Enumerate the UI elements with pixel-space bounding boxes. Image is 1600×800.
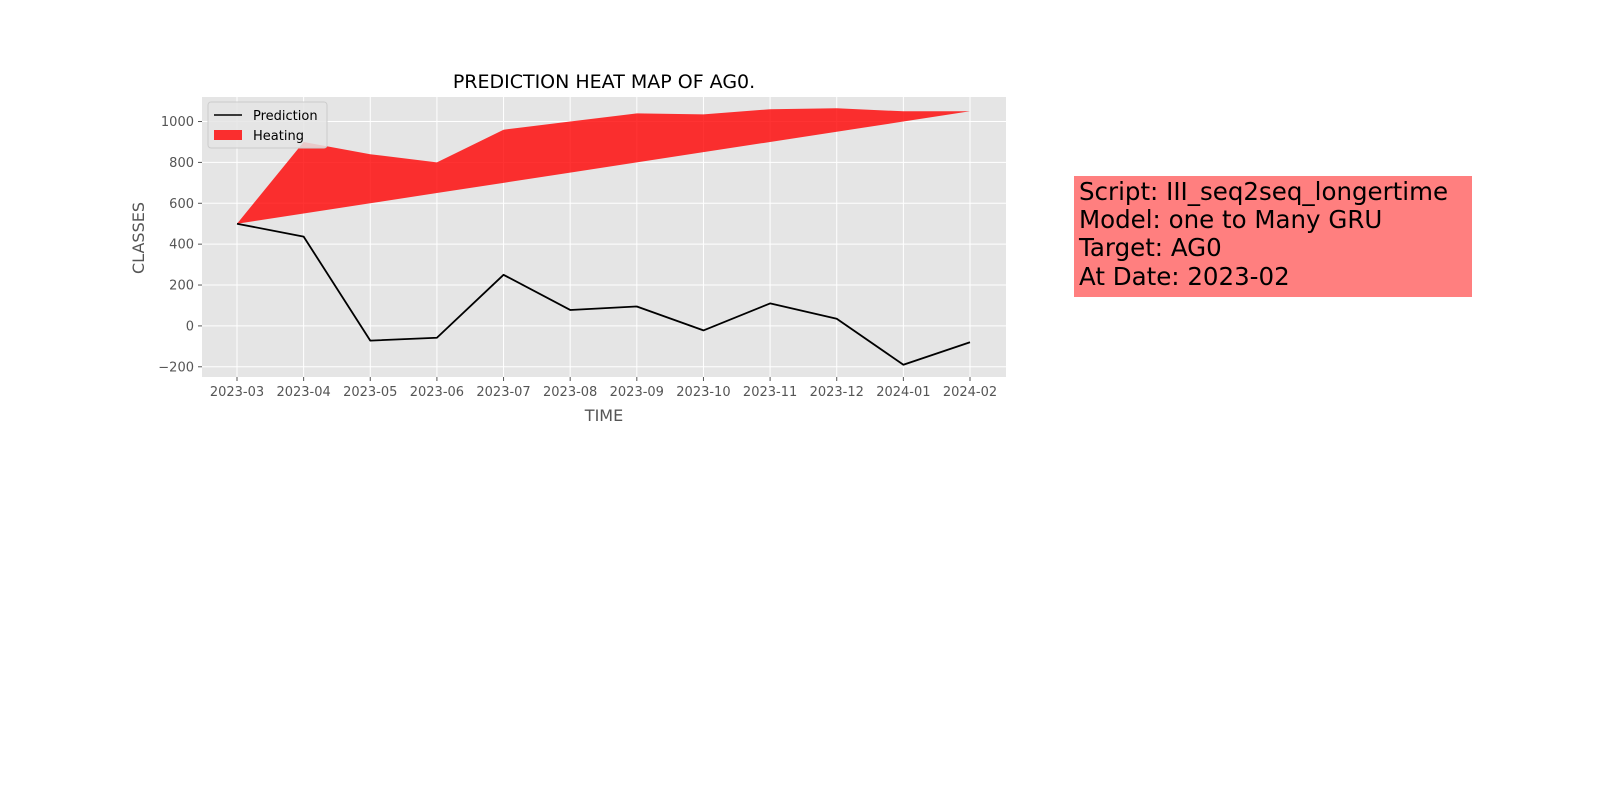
x-tick-label: 2023-11 [743, 385, 797, 400]
info-target: Target: AG0 [1079, 233, 1222, 263]
x-axis-label: TIME [584, 406, 623, 425]
prediction-layer [236, 222, 971, 366]
x-tick-label: 2023-04 [276, 385, 330, 400]
legend-prediction-label: Prediction [253, 109, 318, 124]
x-ticks: 2023-03 2023-04 2023-05 2023-06 2023-07 2023-… [210, 377, 997, 400]
x-tick-label: 2024-01 [876, 385, 930, 400]
y-ticks: −200 0 200 400 600 800 1000 [158, 115, 202, 375]
y-tick-label: 800 [169, 156, 194, 171]
y-tick-label: −200 [158, 360, 194, 375]
chart-title: PREDICTION HEAT MAP OF AG0. [453, 71, 755, 93]
y-axis-label: CLASSES [129, 202, 148, 274]
y-tick-label: 600 [169, 197, 194, 212]
x-tick-label: 2023-10 [676, 385, 730, 400]
x-tick-label: 2024-02 [943, 385, 997, 400]
y-tick-label: 400 [169, 238, 194, 253]
x-tick-label: 2023-05 [343, 385, 397, 400]
x-tick-label: 2023-08 [543, 385, 597, 400]
prediction-line [236, 222, 971, 366]
x-tick-label: 2023-09 [610, 385, 664, 400]
heating-layer [237, 108, 970, 224]
info-box: Script: III_seq2seq_longertime Model: on… [1074, 176, 1472, 297]
info-model: Model: one to Many GRU [1079, 205, 1383, 235]
y-tick-label: 200 [169, 279, 194, 294]
x-tick-label: 2023-06 [410, 385, 464, 400]
y-tick-label: 0 [186, 319, 194, 334]
legend-heating-label: Heating [253, 129, 304, 144]
legend: Prediction Heating [207, 101, 328, 149]
info-date: At Date: 2023-02 [1079, 261, 1290, 291]
info-script: Script: III_seq2seq_longertime [1079, 177, 1449, 206]
heating-area [237, 108, 970, 224]
x-tick-label: 2023-07 [476, 385, 530, 400]
y-tick-label: 1000 [161, 115, 194, 130]
legend-heating-swatch [214, 130, 242, 140]
x-tick-label: 2023-03 [210, 385, 264, 400]
x-tick-label: 2023-12 [810, 385, 864, 400]
